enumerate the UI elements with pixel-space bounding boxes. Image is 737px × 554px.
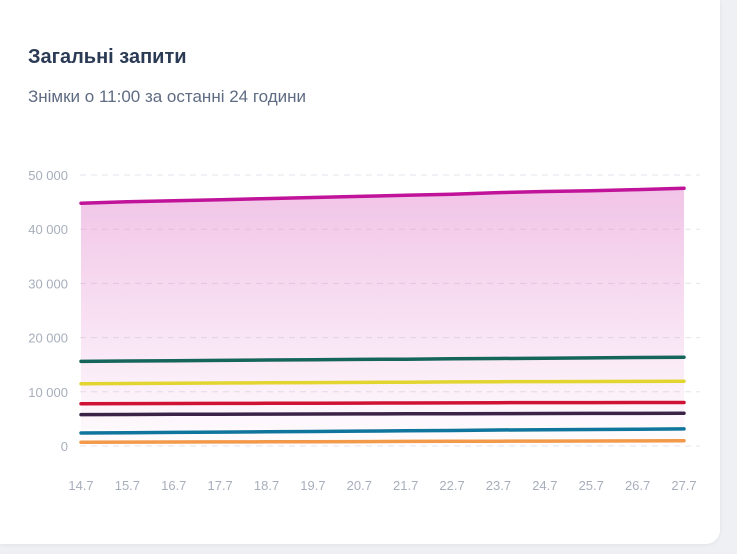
x-tick-label: 27.7 bbox=[671, 478, 696, 493]
series-line-1[interactable] bbox=[79, 355, 686, 364]
series-line-0[interactable] bbox=[79, 186, 686, 205]
y-tick-label: 50 000 bbox=[28, 168, 68, 183]
y-tick-label: 0 bbox=[61, 439, 68, 454]
x-tick-label: 14.7 bbox=[68, 478, 93, 493]
chart-card: Загальні запити Знімки о 11:00 за останн… bbox=[0, 0, 720, 544]
x-tick-label: 20.7 bbox=[347, 478, 372, 493]
x-tick-label: 26.7 bbox=[625, 478, 650, 493]
x-tick-label: 24.7 bbox=[532, 478, 557, 493]
line-chart: 0 10 000 20 000 30 000 40 000 50 000 14.7 15.7… bbox=[28, 168, 700, 493]
series-line-3[interactable] bbox=[79, 400, 686, 406]
x-tick-label: 19.7 bbox=[300, 478, 325, 493]
series-line-5[interactable] bbox=[79, 427, 686, 435]
y-tick-label: 20 000 bbox=[28, 331, 68, 346]
x-tick-label: 23.7 bbox=[486, 478, 511, 493]
y-tick-label: 30 000 bbox=[28, 276, 68, 291]
series-area-0 bbox=[81, 188, 684, 447]
x-tick-label: 18.7 bbox=[254, 478, 279, 493]
x-tick-label: 25.7 bbox=[579, 478, 604, 493]
x-tick-label: 21.7 bbox=[393, 478, 418, 493]
y-tick-label: 10 000 bbox=[28, 385, 68, 400]
y-tick-label: 40 000 bbox=[28, 222, 68, 237]
series-line-2[interactable] bbox=[79, 379, 686, 386]
x-tick-label: 22.7 bbox=[439, 478, 464, 493]
x-tick-label: 17.7 bbox=[207, 478, 232, 493]
series-line-4[interactable] bbox=[79, 411, 686, 417]
x-tick-label: 15.7 bbox=[115, 478, 140, 493]
series-line-6[interactable] bbox=[79, 439, 686, 444]
chart-subtitle: Знімки о 11:00 за останні 24 години bbox=[28, 87, 307, 106]
chart-title: Загальні запити bbox=[28, 46, 187, 68]
x-tick-label: 16.7 bbox=[161, 478, 186, 493]
